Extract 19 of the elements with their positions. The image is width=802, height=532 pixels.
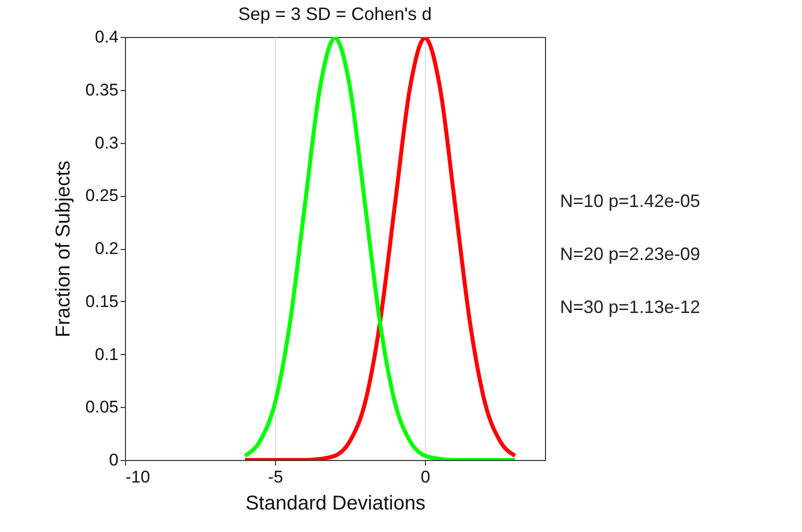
y-tick-label: 0.35: [85, 80, 118, 100]
x-tick-label: 0: [420, 468, 430, 486]
y-tick-label: 0.2: [94, 239, 118, 258]
text: N=10 p=1.42e-05: [560, 190, 700, 213]
y-tick-label: 0: [109, 450, 118, 470]
y-tick-label: 0.3: [94, 133, 118, 152]
x-axis-title: Standard Deviations: [245, 492, 426, 514]
text: N=30 p=1.13e-12: [560, 296, 700, 319]
x-tick-label: -10: [126, 468, 150, 486]
chart-title: Sep = 3 SD = Cohen's d: [238, 4, 432, 24]
y-tick-label: 0.05: [85, 398, 118, 417]
y-axis-title: Fraction of Subjects: [52, 160, 74, 338]
x-tick-label: -5: [268, 468, 284, 486]
text: N=20 p=2.23e-09: [560, 243, 700, 266]
y-tick-label: 0.4: [94, 28, 118, 46]
y-tick-label: 0.15: [85, 292, 118, 311]
y-tick-label: 0.1: [94, 344, 118, 364]
y-tick-label: 0.25: [85, 186, 118, 206]
line-series: [243, 37, 517, 460]
